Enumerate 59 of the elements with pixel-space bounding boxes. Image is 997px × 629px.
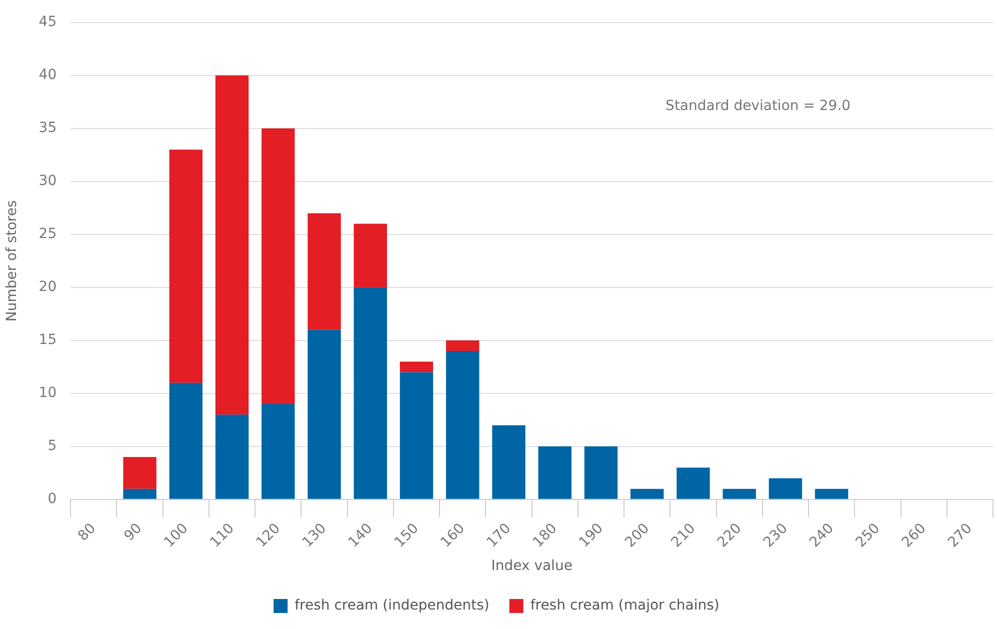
legend-label: fresh cream (major chains) xyxy=(530,598,720,614)
x-tick-label: 110 xyxy=(207,520,238,551)
y-tick-label: 30 xyxy=(38,173,57,190)
x-tick-label: 200 xyxy=(622,520,653,551)
bar xyxy=(768,478,802,499)
bar xyxy=(814,488,848,499)
bar xyxy=(308,213,341,330)
x-tick-label: 90 xyxy=(121,520,146,544)
bar xyxy=(400,372,434,499)
bar xyxy=(400,362,434,372)
bar xyxy=(215,75,249,415)
x-tick-label: 190 xyxy=(576,520,606,551)
bar xyxy=(123,488,156,499)
annotation: Standard deviation = 29.0 xyxy=(666,98,851,114)
x-tick-label: 210 xyxy=(668,520,699,551)
y-tick-label: 20 xyxy=(38,279,57,296)
y-tick-label: 45 xyxy=(38,14,57,30)
y-axis-title: Number of stores xyxy=(4,200,20,322)
x-tick-label: 250 xyxy=(852,520,884,551)
y-tick-label: 10 xyxy=(38,385,57,402)
x-tick-label: 180 xyxy=(530,520,560,551)
bar xyxy=(676,468,710,499)
bar xyxy=(262,404,295,499)
y-tick-label: 40 xyxy=(38,67,57,84)
legend-label: fresh cream (independents) xyxy=(294,598,490,614)
y-tick-label: 35 xyxy=(38,120,57,136)
bar xyxy=(446,351,480,499)
bar xyxy=(354,224,387,288)
x-tick-label: 80 xyxy=(75,520,100,544)
x-tick-label: 120 xyxy=(253,520,284,551)
x-tick-label: 100 xyxy=(161,520,192,551)
bar xyxy=(722,488,756,499)
x-tick-label: 240 xyxy=(806,520,837,551)
y-tick-label: 5 xyxy=(48,438,57,454)
bar xyxy=(123,457,156,489)
bar xyxy=(584,446,618,499)
x-tick-label: 260 xyxy=(899,520,930,551)
y-tick-label: 15 xyxy=(38,332,57,348)
y-tick-label: 0 xyxy=(48,491,57,508)
x-tick-label: 170 xyxy=(484,520,514,551)
bar xyxy=(354,287,387,499)
bar xyxy=(492,425,526,499)
bar xyxy=(169,150,203,383)
x-tick-label: 150 xyxy=(392,520,422,551)
x-tick-label: 270 xyxy=(945,520,976,551)
bar xyxy=(169,382,203,499)
y-tick-label: 25 xyxy=(38,226,57,242)
x-tick-label: 130 xyxy=(299,520,330,551)
x-tick-label: 160 xyxy=(438,520,468,551)
bar xyxy=(308,330,341,499)
bar xyxy=(538,446,572,499)
bar xyxy=(446,340,480,352)
bar xyxy=(262,128,295,404)
bar xyxy=(630,488,664,499)
x-tick-label: 140 xyxy=(346,520,376,551)
x-axis-title: Index value xyxy=(491,558,572,574)
bar xyxy=(215,414,249,499)
x-tick-label: 220 xyxy=(714,520,745,551)
x-tick-label: 230 xyxy=(760,520,791,551)
